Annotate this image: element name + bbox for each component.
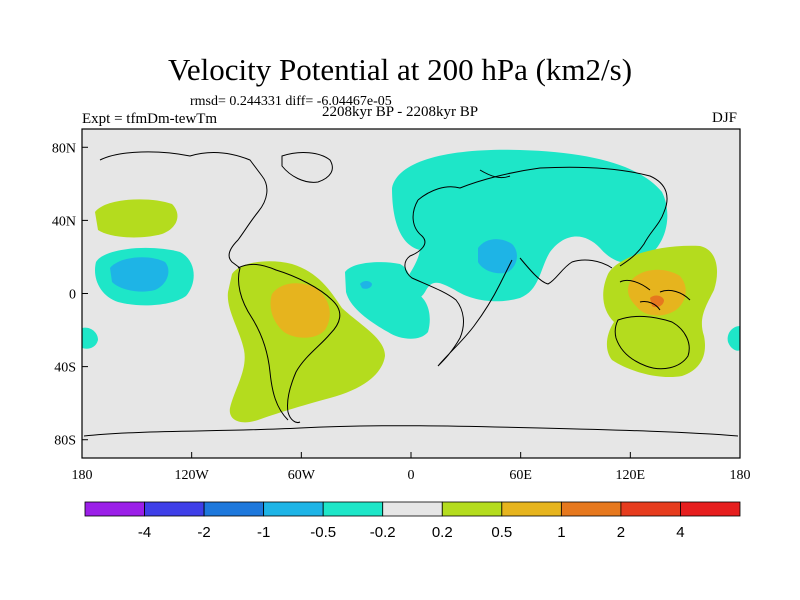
x-tick-label: 120E (616, 468, 646, 483)
colorbar-label: -4 (138, 524, 151, 541)
x-tick-label: 180 (72, 468, 93, 483)
region-npac-positive (95, 199, 178, 238)
colorbar-swatch (441, 501, 503, 517)
y-tick-label: 80S (54, 434, 76, 449)
region-atlantic-core (360, 281, 372, 289)
colorbar-label: 4 (676, 524, 684, 541)
stats-line: rmsd= 0.244331 diff= -6.04467e-05 (190, 94, 392, 109)
y-axis: 80N 40N 0 40S 80S (52, 141, 88, 449)
colorbar-label: 0.5 (491, 524, 512, 541)
colorbar-swatch (382, 501, 443, 517)
experiment-label: Expt = tfmDm-tewTm (82, 111, 218, 127)
colorbar-label: -1 (257, 524, 270, 541)
colorbar-label: -0.5 (310, 524, 336, 541)
colorbar-swatch (501, 501, 562, 517)
colorbar-label: 1 (557, 524, 565, 541)
x-tick-label: 60E (509, 468, 532, 483)
region-west-edge-negative (82, 327, 98, 349)
contour-fills (82, 149, 740, 437)
y-tick-label: 40S (54, 361, 76, 376)
colorbar-label: 2 (617, 524, 625, 541)
y-tick-label: 80N (52, 141, 76, 156)
colorbar: -4 -2 -1 -0.5 -0.2 0.2 0.5 1 2 4 (84, 501, 741, 541)
colorbar-label: -0.2 (370, 524, 396, 541)
region-epac-core (110, 257, 169, 292)
colorbar-swatch (203, 501, 265, 517)
colorbar-label: -2 (197, 524, 210, 541)
region-samerica-positive (227, 261, 385, 423)
coastlines (83, 151, 739, 437)
colorbar-label: 0.2 (432, 524, 453, 541)
x-tick-label: 180 (730, 468, 751, 483)
period-label: 2208kyr BP - 2208kyr BP (322, 104, 479, 120)
colorbar-swatch (322, 501, 384, 517)
region-arabia-core (478, 239, 517, 274)
region-east-edge-negative (727, 326, 740, 351)
y-tick-label: 40N (52, 214, 76, 229)
colorbar-swatch (680, 501, 741, 517)
x-tick-label: 60W (288, 468, 316, 483)
season-label: DJF (712, 110, 738, 126)
x-tick-label: 0 (408, 468, 415, 483)
colorbar-swatch (144, 501, 205, 517)
colorbar-swatch (84, 501, 145, 517)
chart-title: Velocity Potential at 200 hPa (km2/s) (167, 52, 633, 87)
colorbar-swatch (263, 501, 324, 517)
x-axis: 180 120W 60W 0 60E 120E 180 (72, 452, 751, 483)
region-maritime-core (628, 269, 686, 316)
y-tick-label: 0 (69, 288, 76, 303)
colorbar-swatch (620, 501, 681, 517)
x-tick-label: 120W (175, 468, 210, 483)
colorbar-swatch (560, 501, 622, 517)
region-amazon-core (270, 283, 330, 338)
